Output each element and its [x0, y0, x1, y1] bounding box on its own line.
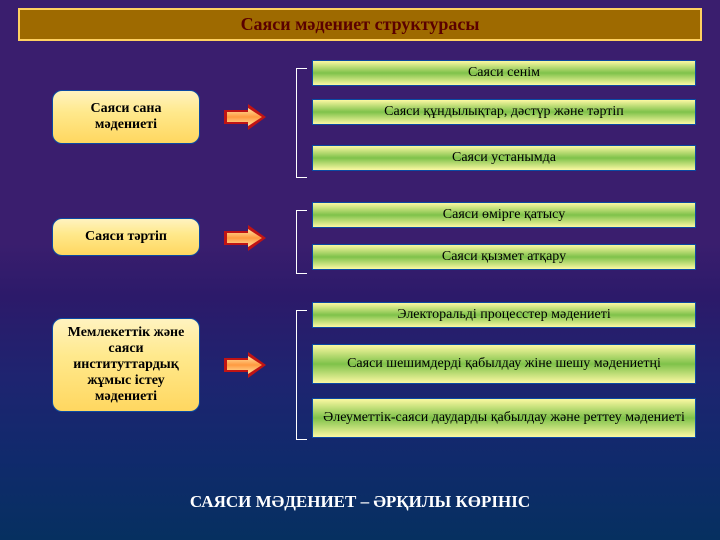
item-bar-2-0: Электоральді процесстер мәдениеті: [312, 302, 696, 328]
category-pill-2: Мемлекеттік және саяси институттардық жұ…: [52, 318, 200, 412]
title-bar: Саяси мәдениет структурасы: [18, 8, 702, 41]
arrow-icon: [224, 104, 266, 130]
item-bar-2-1: Саяси шешимдерді қабылдау жіне шешу мәде…: [312, 344, 696, 384]
item-bar-2-2: Әлеуметтік-саяси даударды қабылдау және …: [312, 398, 696, 438]
category-pill-1: Саяси тәртіп: [52, 218, 200, 256]
bracket: [296, 68, 307, 178]
item-bar-0-0: Саяси сенім: [312, 60, 696, 86]
bracket: [296, 210, 307, 274]
category-pill-0: Саяси сана мәдениеті: [52, 90, 200, 144]
footer-text: САЯСИ МӘДЕНИЕТ – ӘРҚИЛЫ КӨРІНІС: [0, 492, 720, 512]
item-bar-1-1: Саяси қызмет атқару: [312, 244, 696, 270]
slide-root: Саяси мәдениет структурасы Саяси сана мә…: [0, 0, 720, 540]
bracket: [296, 310, 307, 440]
arrow-icon: [224, 225, 266, 251]
item-bar-0-1: Саяси құндылықтар, дәстүр және тәртіп: [312, 99, 696, 125]
arrow-icon: [224, 352, 266, 378]
title-container: Саяси мәдениет структурасы: [18, 8, 702, 41]
item-bar-1-0: Саяси өмірге қатысу: [312, 202, 696, 228]
item-bar-0-2: Саяси устанымда: [312, 145, 696, 171]
